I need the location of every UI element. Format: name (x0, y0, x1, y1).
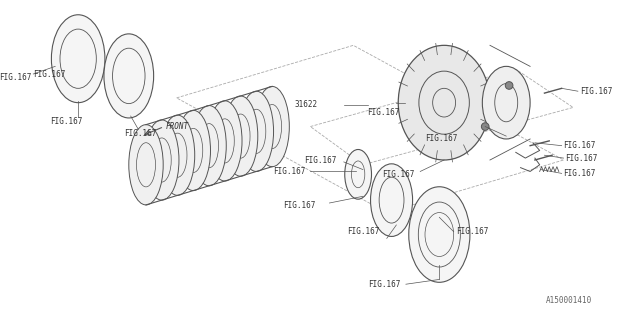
Text: FIG.167: FIG.167 (51, 117, 83, 126)
Ellipse shape (207, 101, 242, 181)
Ellipse shape (176, 110, 211, 191)
Ellipse shape (223, 96, 258, 176)
Text: FIG.167: FIG.167 (303, 156, 336, 164)
Ellipse shape (192, 106, 227, 186)
Ellipse shape (104, 34, 154, 118)
Text: FIG.167: FIG.167 (33, 69, 66, 78)
Ellipse shape (239, 91, 273, 172)
Ellipse shape (51, 15, 105, 103)
Text: FIG.167: FIG.167 (283, 201, 315, 210)
Text: FIG.167: FIG.167 (564, 169, 596, 178)
Ellipse shape (481, 123, 489, 130)
Text: FIG.167: FIG.167 (367, 108, 399, 117)
Text: FIG.167: FIG.167 (367, 280, 400, 289)
Text: FIG.167: FIG.167 (580, 87, 612, 96)
Text: FIG.167: FIG.167 (124, 129, 156, 138)
Ellipse shape (129, 125, 163, 205)
Text: FIG.167: FIG.167 (456, 227, 489, 236)
Ellipse shape (398, 45, 490, 160)
Ellipse shape (255, 86, 289, 167)
Ellipse shape (409, 187, 470, 282)
Text: FIG.167: FIG.167 (382, 170, 414, 179)
Text: A150001410: A150001410 (546, 296, 592, 305)
Text: FRONT: FRONT (166, 122, 189, 131)
Ellipse shape (371, 164, 413, 236)
Text: FIG.167: FIG.167 (564, 141, 596, 150)
Ellipse shape (145, 120, 179, 200)
Ellipse shape (161, 115, 195, 195)
Text: 31622: 31622 (294, 100, 317, 109)
Ellipse shape (505, 82, 513, 89)
Text: FIG.167: FIG.167 (0, 73, 31, 82)
Text: FIG.167: FIG.167 (425, 133, 458, 142)
Text: FIG.167: FIG.167 (566, 154, 598, 163)
Text: FIG.167: FIG.167 (347, 227, 379, 236)
Ellipse shape (345, 149, 371, 199)
Ellipse shape (483, 66, 530, 139)
Text: FIG.167: FIG.167 (273, 167, 305, 176)
